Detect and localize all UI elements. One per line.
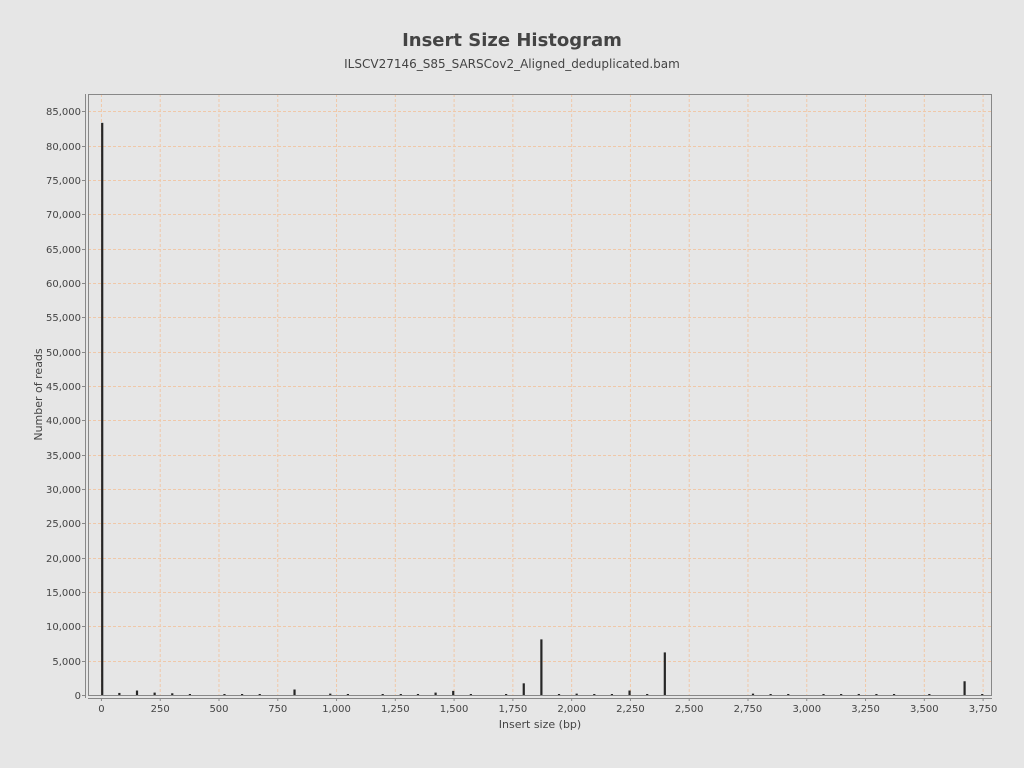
histogram-bar (118, 692, 121, 695)
x-tick-label: 1,500 (440, 704, 469, 715)
histogram-bar (416, 694, 420, 695)
histogram-bar (875, 694, 878, 695)
x-axis-label: Insert size (bp) (499, 718, 581, 731)
histogram-bar (822, 694, 825, 695)
histogram-bar (399, 694, 402, 695)
y-tick-label: 30,000 (46, 485, 81, 496)
x-tick-label: 1,750 (499, 704, 528, 715)
histogram-bar (188, 694, 192, 695)
histogram-bar (223, 694, 226, 695)
histogram-bar (575, 693, 578, 695)
y-tick-label: 70,000 (46, 210, 81, 221)
histogram-bar (135, 690, 139, 695)
histogram-bar (101, 122, 104, 695)
x-tick-label: 2,000 (557, 704, 586, 715)
x-tick-label: 1,000 (322, 704, 351, 715)
y-tick-label: 35,000 (46, 451, 81, 462)
histogram-bar (153, 692, 156, 695)
histogram-bar (628, 690, 631, 695)
x-tick-label: 2,500 (675, 704, 704, 715)
y-tick-label: 20,000 (46, 554, 81, 565)
x-tick-label: 3,500 (910, 704, 939, 715)
histogram-bar (329, 693, 332, 695)
x-tick-label: 2,250 (616, 704, 645, 715)
bars (101, 122, 984, 695)
histogram-bar (522, 683, 525, 695)
histogram-bar (469, 694, 472, 695)
x-tick-label: 3,000 (792, 704, 821, 715)
x-tick-label: 3,250 (851, 704, 880, 715)
x-tick-label: 0 (98, 704, 104, 715)
chart-subtitle: ILSCV27146_S85_SARSCov2_Aligned_deduplic… (344, 57, 680, 71)
y-tick-label: 5,000 (52, 657, 81, 668)
chart-title: Insert Size Histogram (402, 30, 622, 51)
histogram-bar (840, 694, 843, 695)
y-tick-label: 40,000 (46, 416, 81, 427)
histogram-bar (663, 652, 666, 695)
histogram-bar (857, 693, 860, 695)
histogram-bar (892, 694, 896, 695)
histogram-bar (540, 639, 543, 695)
y-tick-label: 0 (75, 691, 81, 702)
x-tick-label: 1,250 (381, 704, 410, 715)
histogram-bar (787, 694, 790, 695)
y-tick-label: 25,000 (46, 519, 81, 530)
y-tick-label: 75,000 (46, 176, 81, 187)
histogram-bar (258, 694, 261, 695)
histogram-bar (928, 694, 931, 695)
y-tick-label: 45,000 (46, 382, 81, 393)
y-tick-label: 60,000 (46, 279, 81, 290)
y-axis-label: Number of reads (32, 348, 45, 441)
histogram-bar (381, 694, 384, 695)
histogram-bar (434, 692, 437, 695)
x-tick-label: 2,750 (734, 704, 763, 715)
plot-area (88, 94, 992, 695)
grid-lines (88, 94, 992, 696)
histogram-bar (646, 694, 649, 695)
histogram-bar (452, 690, 455, 695)
histogram-bar (981, 694, 984, 695)
y-tick-label: 85,000 (46, 107, 81, 118)
x-tick-label: 500 (209, 704, 228, 715)
histogram-bar (610, 694, 614, 695)
histogram-bar (751, 693, 755, 695)
y-tick-label: 80,000 (46, 142, 81, 153)
histogram-bar (293, 689, 296, 695)
y-tick-label: 65,000 (46, 245, 81, 256)
y-tick-label: 50,000 (46, 348, 81, 359)
y-tick-label: 55,000 (46, 313, 81, 324)
y-axis-ticks: 0 5,000 10,000 15,000 20,000 25,000 30,000 35,0… (46, 107, 86, 702)
y-tick-label: 15,000 (46, 588, 81, 599)
histogram-bar (171, 693, 174, 695)
plot-frame (88, 94, 992, 696)
histogram-bar (557, 694, 561, 695)
histogram-bar (769, 694, 772, 695)
x-tick-label: 250 (151, 704, 170, 715)
histogram-bar (240, 694, 244, 695)
histogram-bar (346, 694, 349, 695)
x-tick-label: 750 (268, 704, 287, 715)
histogram-bar (505, 694, 508, 695)
x-axis-ticks: 0 250 500 750 1,000 1,250 1,500 1,750 2,000 2,250… (98, 698, 997, 715)
histogram-bar (593, 694, 596, 695)
histogram-bar (963, 681, 966, 695)
x-tick-label: 3,750 (969, 704, 998, 715)
y-tick-label: 10,000 (46, 622, 81, 633)
